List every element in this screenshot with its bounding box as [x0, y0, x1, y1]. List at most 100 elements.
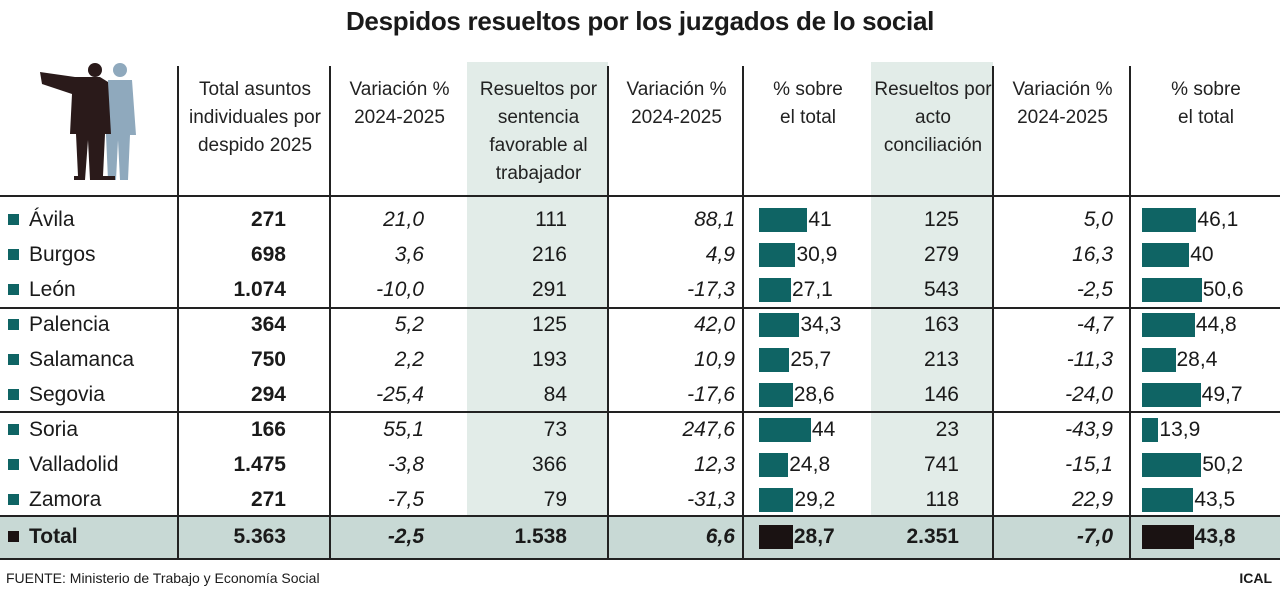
row-label: Soria	[8, 412, 78, 447]
cell-variacion-3: -15,1	[1065, 453, 1113, 476]
cell-variacion-2: 6,6	[705, 525, 735, 548]
cell-conciliacion: 543	[923, 278, 959, 301]
cell-variacion-3: 5,0	[1083, 208, 1113, 231]
bar-pct-conciliacion	[1142, 453, 1202, 477]
bar-label-pct-conciliacion: 43,8	[1194, 525, 1236, 548]
row-label: Palencia	[8, 307, 110, 342]
shaded-column-conciliacion	[871, 62, 993, 558]
region-name: Ávila	[29, 208, 75, 231]
cell-sentencia: 111	[535, 208, 567, 231]
cell-variacion-3: -24,0	[1065, 383, 1113, 406]
bullet-square-icon	[8, 354, 19, 365]
header-variacion-2: Variación % 2024-2025	[626, 79, 727, 128]
region-name: Zamora	[29, 488, 102, 511]
bar-label-pct-sentencia: 24,8	[789, 453, 831, 476]
bullet-square-icon	[8, 389, 19, 400]
cell-total: 294	[250, 383, 286, 406]
region-name: Salamanca	[29, 348, 135, 371]
cell-variacion-2: -31,3	[687, 488, 735, 511]
bar-label-pct-conciliacion: 44,8	[1195, 313, 1237, 336]
bar-label-pct-conciliacion: 46,1	[1197, 208, 1239, 231]
cell-conciliacion: 118	[925, 488, 959, 511]
cell-total: 1.475	[233, 453, 286, 476]
bullet-square-icon	[8, 459, 19, 470]
region-name: Total	[29, 525, 78, 548]
region-name: Palencia	[29, 313, 110, 336]
chart-title: Despidos resueltos por los juzgados de l…	[345, 6, 935, 36]
bullet-square-icon	[8, 494, 19, 505]
total-row-background	[0, 516, 1280, 558]
cell-variacion-2: 4,9	[705, 243, 735, 266]
bar-label-pct-sentencia: 28,7	[793, 525, 835, 548]
divider	[0, 195, 1280, 197]
cell-conciliacion: 741	[923, 453, 959, 476]
people-silhouette-icon	[40, 63, 136, 180]
cell-total: 271	[250, 208, 286, 231]
divider	[177, 66, 179, 558]
bar-label-pct-sentencia: 34,3	[800, 313, 842, 336]
divider	[0, 558, 1280, 560]
region-name: Soria	[29, 418, 79, 441]
header-variacion-1: Variación % 2024-2025	[349, 79, 450, 128]
cell-variacion-1: 55,1	[383, 418, 424, 441]
bar-label-pct-sentencia: 25,7	[790, 348, 832, 371]
bullet-square-icon	[8, 424, 19, 435]
bar-label-pct-conciliacion: 13,9	[1159, 418, 1201, 441]
header-pct-1: % sobre el total	[773, 79, 843, 128]
bar-label-pct-sentencia: 29,2	[794, 488, 836, 511]
cell-sentencia: 125	[531, 313, 567, 336]
source-note: FUENTE: Ministerio de Trabajo y Economía…	[6, 570, 320, 586]
cell-conciliacion: 279	[923, 243, 959, 266]
bar-pct-conciliacion	[1142, 348, 1176, 372]
bar-pct-conciliacion	[1142, 418, 1159, 442]
bar-pct-sentencia	[759, 243, 796, 267]
bar-pct-sentencia	[759, 313, 800, 337]
bar-pct-conciliacion	[1142, 488, 1194, 512]
bullet-square-icon	[8, 214, 19, 225]
cell-variacion-1: -10,0	[376, 278, 424, 301]
bar-pct-conciliacion	[1142, 278, 1202, 302]
row-label: Burgos	[8, 237, 96, 272]
divider	[0, 515, 1280, 517]
bar-label-pct-sentencia: 44	[811, 418, 836, 441]
cell-sentencia: 1.538	[514, 525, 567, 548]
cell-variacion-2: 88,1	[694, 208, 735, 231]
cell-total: 364	[250, 313, 286, 336]
cell-variacion-2: 42,0	[694, 313, 735, 336]
divider	[1129, 66, 1131, 558]
header-resueltos-conciliacion: Resueltos por acto conciliación	[874, 79, 992, 156]
bar-pct-sentencia	[759, 383, 793, 407]
cell-conciliacion: 2.351	[906, 525, 959, 548]
cell-sentencia: 193	[531, 348, 567, 371]
cell-total: 698	[250, 243, 286, 266]
bar-pct-sentencia	[759, 348, 790, 372]
divider	[329, 66, 331, 558]
region-name: Valladolid	[29, 453, 119, 476]
row-label: Salamanca	[8, 342, 134, 377]
bar-pct-sentencia	[759, 488, 794, 512]
bullet-square-icon	[8, 531, 19, 542]
bar-label-pct-conciliacion: 28,4	[1176, 348, 1218, 371]
cell-variacion-3: 22,9	[1072, 488, 1113, 511]
header-resueltos-sentencia: Resueltos por sentencia favorable al tra…	[479, 79, 598, 184]
cell-variacion-3: -4,7	[1076, 313, 1113, 336]
bullet-square-icon	[8, 249, 19, 260]
row-label: Zamora	[8, 482, 101, 517]
shaded-column-sentencia	[467, 62, 608, 558]
cell-conciliacion: 125	[923, 208, 959, 231]
divider	[607, 66, 609, 558]
header-pct-2: % sobre el total	[1171, 79, 1241, 128]
bar-label-pct-sentencia: 41	[808, 208, 832, 231]
bar-label-pct-conciliacion: 50,2	[1202, 453, 1244, 476]
cell-variacion-2: 10,9	[694, 348, 735, 371]
row-label: Segovia	[8, 377, 105, 412]
header-variacion-3: Variación % 2024-2025	[1012, 79, 1113, 128]
cell-sentencia: 366	[531, 453, 567, 476]
cell-variacion-2: 12,3	[694, 453, 735, 476]
bar-label-pct-conciliacion: 43,5	[1194, 488, 1236, 511]
cell-variacion-3: -43,9	[1065, 418, 1113, 441]
divider	[742, 66, 744, 558]
cell-total: 271	[250, 488, 286, 511]
region-name: Burgos	[29, 243, 96, 266]
bar-label-pct-conciliacion: 50,6	[1202, 278, 1244, 301]
